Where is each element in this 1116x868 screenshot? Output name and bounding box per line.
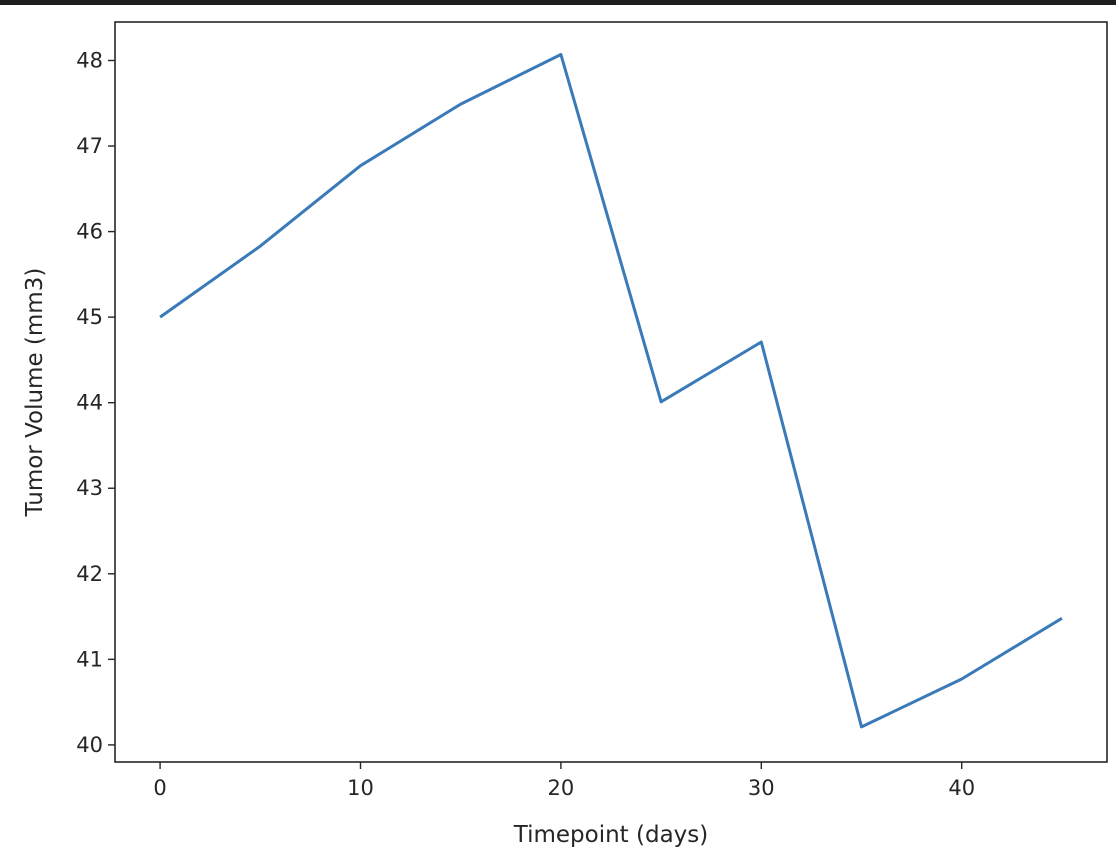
axes-frame — [114, 21, 1108, 763]
y-tick-label: 40 — [76, 733, 103, 757]
plot-area — [159, 53, 1063, 729]
y-tick-label: 45 — [76, 305, 103, 329]
x-axis-label: Timepoint (days) — [513, 822, 709, 848]
y-tick-label: 41 — [76, 647, 103, 671]
y-tick-label: 47 — [76, 134, 103, 158]
x-tick-label: 20 — [548, 776, 575, 800]
series-line — [159, 53, 1063, 729]
y-axis: 40 41 42 43 44 45 46 47 48 — [76, 48, 115, 757]
y-tick-label: 48 — [76, 48, 103, 72]
y-tick-label: 46 — [76, 220, 103, 244]
window-top-strip — [0, 0, 1116, 5]
y-tick-label: 43 — [76, 476, 103, 500]
y-tick-label: 44 — [76, 391, 103, 415]
y-tick-label: 42 — [76, 562, 103, 586]
x-axis: 0 10 20 30 40 — [153, 762, 975, 800]
x-tick-label: 10 — [347, 776, 374, 800]
x-tick-label: 0 — [153, 776, 166, 800]
x-tick-label: 30 — [748, 776, 775, 800]
y-axis-label: Tumor Volume (mm3) — [22, 268, 48, 518]
x-tick-label: 40 — [948, 776, 975, 800]
